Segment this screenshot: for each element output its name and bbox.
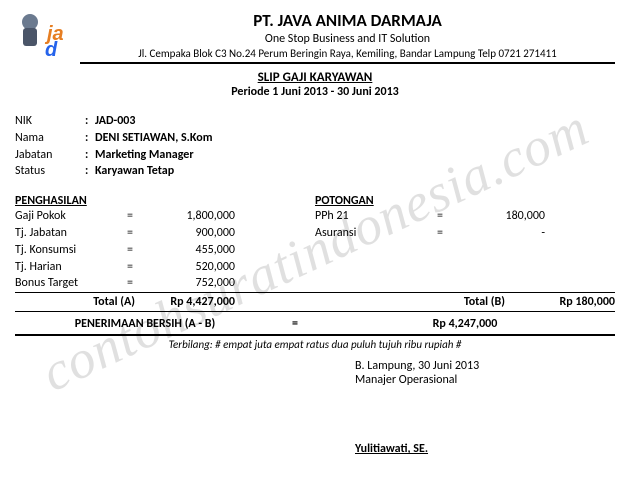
net-label: PENERIMAAN BERSIH (A - B) bbox=[15, 317, 275, 331]
company-logo: ja d bbox=[15, 10, 70, 60]
terbilang: Terbilang: # empat juta empat ratus dua … bbox=[15, 338, 615, 351]
income-item-label: Tj. Jabatan bbox=[15, 225, 115, 242]
total-a-value: Rp 4,427,000 bbox=[145, 295, 235, 309]
nik-label: NIK bbox=[15, 113, 85, 130]
eq-sign: = bbox=[115, 275, 145, 292]
income-item-value: 900,000 bbox=[145, 225, 235, 242]
status-label: Status bbox=[15, 163, 85, 180]
income-item-label: Gaji Pokok bbox=[15, 208, 115, 225]
employee-info: NIK:JAD-003 Nama:DENI SETIAWAN, S.Kom Ja… bbox=[15, 113, 615, 180]
deduction-item-label: Asuransi bbox=[315, 225, 425, 242]
income-item-value: 520,000 bbox=[145, 259, 235, 276]
deduction-line: Asuransi=- bbox=[315, 225, 615, 242]
income-line: Tj. Harian=520,000 bbox=[15, 259, 315, 276]
net-value: Rp 4,247,000 bbox=[315, 317, 615, 331]
nama-label: Nama bbox=[15, 130, 85, 147]
header: ja d PT. JAVA ANIMA DARMAJA One Stop Bus… bbox=[15, 10, 615, 64]
company-name: PT. JAVA ANIMA DARMAJA bbox=[80, 10, 615, 31]
deduction-header: POTONGAN bbox=[315, 194, 615, 208]
deduction-column: POTONGAN PPh 21=180,000Asuransi=- bbox=[315, 194, 615, 292]
total-b-label: Total (B) bbox=[315, 295, 525, 309]
jabatan-value: Marketing Manager bbox=[95, 147, 194, 164]
eq-sign: = bbox=[115, 242, 145, 259]
totals-row: Total (A) Rp 4,427,000 Total (B) Rp 180,… bbox=[15, 292, 615, 312]
sign-role: Manajer Operasional bbox=[355, 373, 615, 387]
income-item-label: Tj. Konsumsi bbox=[15, 242, 115, 259]
income-header: PENGHASILAN bbox=[15, 194, 315, 208]
deduction-item-value: - bbox=[455, 225, 545, 242]
svg-text:d: d bbox=[45, 39, 58, 60]
income-item-value: 752,000 bbox=[145, 275, 235, 292]
jabatan-label: Jabatan bbox=[15, 147, 85, 164]
eq-sign: = bbox=[425, 225, 455, 242]
company-tagline: One Stop Business and IT Solution bbox=[80, 32, 615, 46]
deduction-item-label: PPh 21 bbox=[315, 208, 425, 225]
eq-sign: = bbox=[425, 208, 455, 225]
deduction-item-value: 180,000 bbox=[455, 208, 545, 225]
income-item-label: Tj. Harian bbox=[15, 259, 115, 276]
income-column: PENGHASILAN Gaji Pokok=1,800,000Tj. Jaba… bbox=[15, 194, 315, 292]
total-a-label: Total (A) bbox=[15, 295, 145, 309]
eq-sign: = bbox=[115, 208, 145, 225]
nama-value: DENI SETIAWAN, S.Kom bbox=[95, 130, 212, 147]
income-line: Bonus Target=752,000 bbox=[15, 275, 315, 292]
deduction-line: PPh 21=180,000 bbox=[315, 208, 615, 225]
eq-sign: = bbox=[115, 259, 145, 276]
sign-name: Yulitiawati, SE. bbox=[355, 442, 615, 456]
total-b-value: Rp 180,000 bbox=[525, 295, 615, 309]
document-title: SLIP GAJI KARYAWAN bbox=[15, 70, 615, 85]
net-row: PENERIMAAN BERSIH (A - B) = Rp 4,247,000 bbox=[15, 314, 615, 336]
income-item-value: 455,000 bbox=[145, 242, 235, 259]
eq-sign: = bbox=[115, 225, 145, 242]
company-address: Jl. Cempaka Blok C3 No.24 Perum Beringin… bbox=[80, 47, 615, 64]
income-item-value: 1,800,000 bbox=[145, 208, 235, 225]
status-value: Karyawan Tetap bbox=[95, 163, 174, 180]
sign-place-date: B. Lampung, 30 Juni 2013 bbox=[355, 359, 615, 373]
net-eq: = bbox=[275, 317, 315, 331]
income-line: Gaji Pokok=1,800,000 bbox=[15, 208, 315, 225]
signature-block: B. Lampung, 30 Juni 2013 Manajer Operasi… bbox=[355, 359, 615, 387]
nik-value: JAD-003 bbox=[95, 113, 135, 130]
income-line: Tj. Konsumsi=455,000 bbox=[15, 242, 315, 259]
income-item-label: Bonus Target bbox=[15, 275, 115, 292]
document-period: Periode 1 Juni 2013 - 30 Juni 2013 bbox=[15, 85, 615, 99]
income-line: Tj. Jabatan=900,000 bbox=[15, 225, 315, 242]
